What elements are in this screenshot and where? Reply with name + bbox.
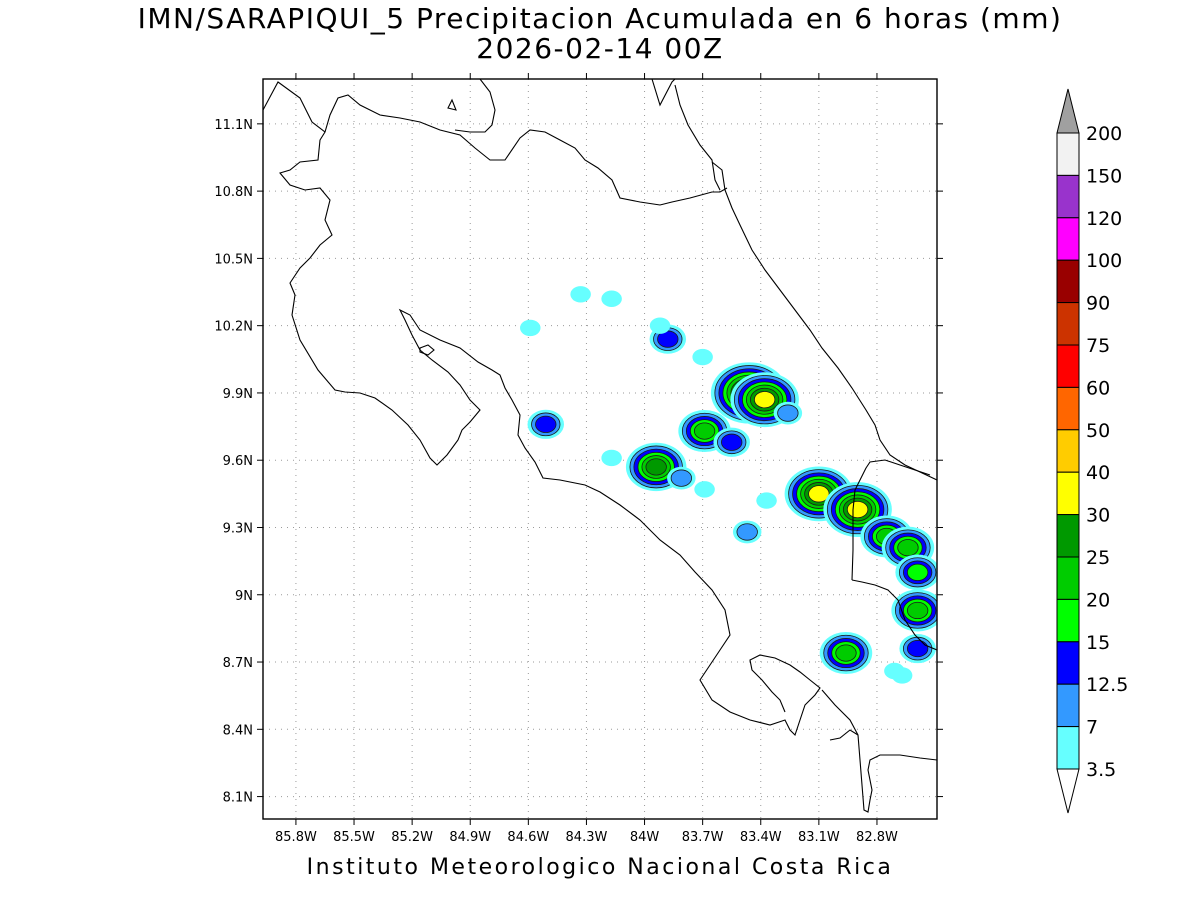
lon-tick-label: 83.7W <box>682 830 724 845</box>
colorbar-swatch <box>1056 174 1080 219</box>
precip-contour <box>570 286 591 303</box>
map-grid <box>263 79 937 819</box>
map-frame <box>262 78 938 820</box>
colorbar-swatch <box>1056 302 1080 346</box>
colorbar-swatch <box>1056 514 1080 558</box>
panama-border <box>851 459 937 651</box>
colorbar-swatch <box>1056 386 1080 431</box>
lon-tick-label: 85.5W <box>333 830 375 845</box>
colorbar-swatch <box>1056 471 1080 516</box>
coastline <box>263 79 937 813</box>
colorbar-level-label: 60 <box>1086 377 1110 399</box>
precip-contour <box>753 391 776 409</box>
precip-contour <box>906 563 929 581</box>
lat-tick-label: 10.5N <box>214 252 253 267</box>
lon-tick-label: 82.8W <box>856 830 898 845</box>
colorbar-level-label: 200 <box>1086 123 1122 145</box>
colorbar-swatch <box>1056 344 1080 388</box>
colorbar-level-label: 30 <box>1086 505 1110 527</box>
nicaragua-coast <box>454 79 721 191</box>
colorbar-swatch <box>1056 726 1080 770</box>
colorbar-level-label: 75 <box>1086 335 1110 357</box>
colorbar-swatch <box>1056 598 1080 643</box>
colorbar-swatch <box>1056 259 1080 304</box>
colorbar-level-label: 3.5 <box>1086 759 1116 781</box>
golfo-dulce-east <box>821 689 937 813</box>
colorbar-level-label: 50 <box>1086 420 1110 442</box>
precip-contour <box>601 290 622 307</box>
precip-contour <box>721 433 743 451</box>
pacific-coastline <box>263 81 821 737</box>
precip-contour <box>808 485 830 503</box>
colorbar-level-label: 25 <box>1086 547 1110 569</box>
precipitation-field <box>520 286 937 684</box>
colorbar-level-label: 20 <box>1086 589 1110 611</box>
osa-coast <box>829 729 859 741</box>
lat-tick-label: 10.8N <box>214 185 253 200</box>
colorbar-swatch <box>1056 217 1080 261</box>
precip-contour <box>520 319 541 337</box>
lat-tick-label: 9.6N <box>223 454 253 469</box>
map-title: IMN/SARAPIQUI_5 Precipitacion Acumulada … <box>137 2 1063 35</box>
lon-tick-label: 84.6W <box>507 830 549 845</box>
precip-contour <box>649 317 671 334</box>
lon-tick-label: 84.9W <box>449 830 491 845</box>
precip-contour <box>897 539 919 557</box>
axis-tick-labels: 85.8W 85.5W 85.2W 84.9W 84.6W 84.3W 84W 83.7W 83… <box>214 118 898 845</box>
precip-contour <box>846 500 869 519</box>
precip-contour <box>906 639 929 658</box>
colorbar-level-label: 7 <box>1086 717 1098 739</box>
lat-tick-label: 8.7N <box>223 656 253 671</box>
colorbar-over-triangle <box>1056 88 1080 134</box>
precip-contour <box>693 422 716 440</box>
precip-contour <box>736 523 758 541</box>
lat-tick-label: 8.4N <box>223 723 253 738</box>
map-subtitle: 2026-02-14 00Z <box>476 32 724 65</box>
institution-footer: Instituto Meteorologico Nacional Costa R… <box>306 855 894 880</box>
lake-island <box>447 98 457 111</box>
precip-contour <box>670 469 692 487</box>
precip-contour <box>694 481 715 498</box>
lat-tick-label: 11.1N <box>214 118 253 133</box>
colorbar-swatch <box>1056 132 1080 176</box>
colorbar-swatch <box>1056 556 1080 600</box>
lat-tick-label: 9.3N <box>223 521 253 536</box>
lon-tick-label: 85.2W <box>391 830 433 845</box>
northern-border <box>324 94 728 206</box>
precip-contour <box>645 458 667 476</box>
colorbar-level-label: 90 <box>1086 293 1110 315</box>
precip-contour <box>756 492 777 509</box>
colorbar-swatch <box>1056 683 1080 728</box>
precip-contour <box>906 601 929 620</box>
caribbean-coastline <box>711 161 937 481</box>
lat-tick-label: 9N <box>235 589 253 604</box>
lat-tick-label: 10.2N <box>214 320 253 335</box>
colorbar-level-label: 40 <box>1086 462 1110 484</box>
nicoya-island <box>419 344 435 356</box>
precip-contour <box>535 415 557 433</box>
colorbar-level-label: 150 <box>1086 165 1122 187</box>
precip-contour <box>891 667 913 684</box>
precip-contour <box>601 449 622 467</box>
colorbar-level-label: 15 <box>1086 632 1110 654</box>
colorbar-swatch <box>1056 641 1080 685</box>
colorbar-level-label: 12.5 <box>1086 674 1128 696</box>
precip-contour <box>692 348 713 366</box>
lon-tick-label: 83.4W <box>740 830 782 845</box>
precip-contour <box>835 644 857 662</box>
colorbar-under-triangle <box>1056 768 1080 814</box>
lat-tick-label: 8.1N <box>223 791 253 806</box>
lon-tick-label: 84W <box>630 830 660 845</box>
lon-tick-label: 83.1W <box>798 830 840 845</box>
lon-tick-label: 84.3W <box>566 830 608 845</box>
colorbar-level-label: 120 <box>1086 208 1122 230</box>
lat-tick-label: 9.9N <box>223 387 253 402</box>
colorbar-swatch <box>1056 429 1080 473</box>
colorbar-legend: 200 150 120 100 90 75 60 50 40 30 25 20 15 12.5 7 3.5 <box>1056 88 1128 814</box>
axis-ticks <box>257 73 943 825</box>
precip-contour <box>777 404 799 422</box>
colorbar-level-label: 100 <box>1086 250 1122 272</box>
lon-tick-label: 85.8W <box>275 830 317 845</box>
